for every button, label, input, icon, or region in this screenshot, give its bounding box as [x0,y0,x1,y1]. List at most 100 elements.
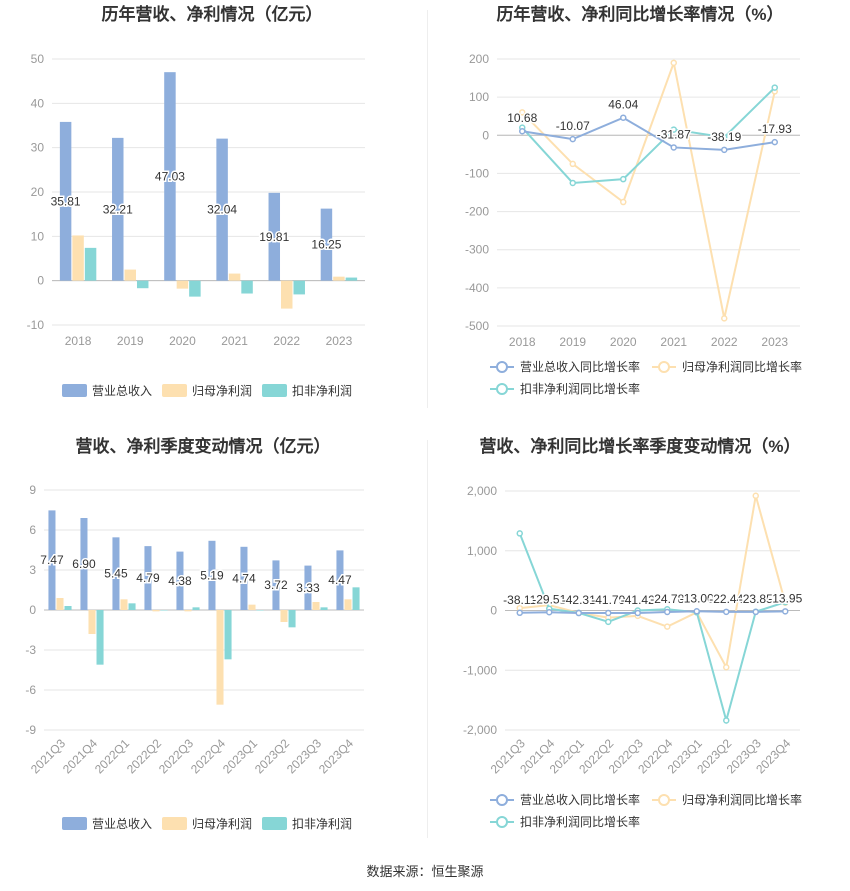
y-tick-label: 1,000 [467,544,497,558]
bar [176,280,189,289]
y-tick-label: 0 [482,128,489,142]
data-point [693,608,700,615]
bar [184,610,192,612]
y-tick-label: -9 [25,723,36,737]
data-label: 4.47 [328,573,352,587]
data-point [620,175,627,183]
data-point [516,609,523,617]
bar [96,610,104,665]
legend-label: 扣非净利润同比增长率 [520,814,640,829]
legend-marker [658,794,670,806]
x-tick-label: 2022Q1 [92,736,132,776]
data-label: 4.74 [232,571,256,585]
bar [241,280,253,294]
bar [288,610,296,628]
bar [248,604,256,610]
data-point [575,609,582,617]
data-point [664,608,671,616]
chart-title: 历年营收、净利同比增长率情况（%） [496,4,783,24]
data-point [605,609,612,617]
series-line [519,610,786,615]
y-tick-label: -10 [27,318,45,332]
legend-swatch [62,384,87,397]
data-point [723,717,730,724]
data-label: 16.25 [311,238,341,252]
data-label: -24.78 [650,592,684,606]
y-tick-label: 0 [29,603,36,617]
x-tick-label: 2022 [273,334,300,348]
data-label: -41.79 [591,593,625,607]
series-line [522,116,775,151]
data-label: 4.38 [168,574,192,588]
bar [280,610,288,622]
data-label: 19.81 [259,230,289,244]
data-point [605,618,612,626]
x-tick-label: 2021Q3 [28,736,68,776]
y-tick-label: -100 [465,166,489,180]
bar [344,599,352,610]
bar [120,599,128,610]
data-label: 6.90 [72,557,96,571]
y-tick-label: 9 [29,483,36,497]
data-label: -38.11 [503,593,536,607]
x-tick-label: 2021 [660,335,687,349]
data-label: -13.00 [680,591,714,605]
bar [136,280,149,289]
chart-title: 历年营收、净利情况（亿元） [102,4,323,24]
bar [272,560,280,610]
bar [345,277,358,281]
bar [112,137,124,281]
x-tick-label: 2023Q3 [284,736,324,776]
bar [312,602,320,610]
bar [72,235,84,281]
data-label: 10.68 [507,111,537,125]
data-label: -17.93 [758,122,792,136]
bar [84,247,97,281]
x-tick-label: 2023Q2 [252,736,292,776]
data-point [546,609,553,616]
data-point [721,133,728,141]
y-tick-label: -500 [465,319,489,333]
y-tick-label: 6 [29,523,36,537]
legend-marker [496,794,508,806]
bar [59,121,72,281]
bar [176,551,184,610]
legend-swatch [262,817,287,830]
annual-revenue-profit-svg: 历年营收、净利情况（亿元） -10 0 10 20 30 40 50 2018 2019 2020… [27,4,365,398]
legend-swatch [262,384,287,397]
data-point [519,109,526,116]
annual-revenue-profit-chart: 历年营收、净利情况（亿元） -10 0 10 20 30 40 50 2018 2019 2020… [0,0,425,430]
bar [80,518,88,610]
data-point [721,146,728,154]
bar [88,610,96,634]
bar [281,280,293,309]
legend-marker [496,383,508,395]
bar [216,610,224,705]
legend-label: 扣非净利润同比增长率 [520,381,640,396]
y-tick-label: 2,000 [467,484,497,498]
data-point [620,198,627,206]
data-point [721,315,728,322]
data-label: -23.85 [739,592,773,606]
y-tick-label: -6 [25,683,36,697]
bar [164,72,176,281]
bar [64,606,72,610]
y-tick-label: 50 [31,52,45,66]
data-label: -41.42 [621,593,655,607]
y-tick-label: 0 [490,604,497,618]
series-line [518,533,786,725]
x-tick-label: 2023 [326,334,353,348]
y-tick-label: -200 [465,205,489,219]
data-label: -31.87 [657,127,691,141]
data-label: -38.19 [707,130,741,144]
x-tick-label: 2022Q4 [188,736,228,776]
x-tick-label: 2018 [509,335,536,349]
data-source: 数据来源：恒生聚源 [366,864,484,879]
data-label: 7.47 [40,553,64,567]
legend-label: 归母净利润同比增长率 [682,792,802,807]
bar [152,610,160,612]
legend-label: 营业总收入 [92,817,152,831]
data-point [569,160,576,168]
quarterly-growth-rate-svg: 营收、净利同比增长率季度变动情况（%） -2,000 -1,000 0 1,000 2,… [463,436,804,829]
legend-marker [496,816,508,828]
